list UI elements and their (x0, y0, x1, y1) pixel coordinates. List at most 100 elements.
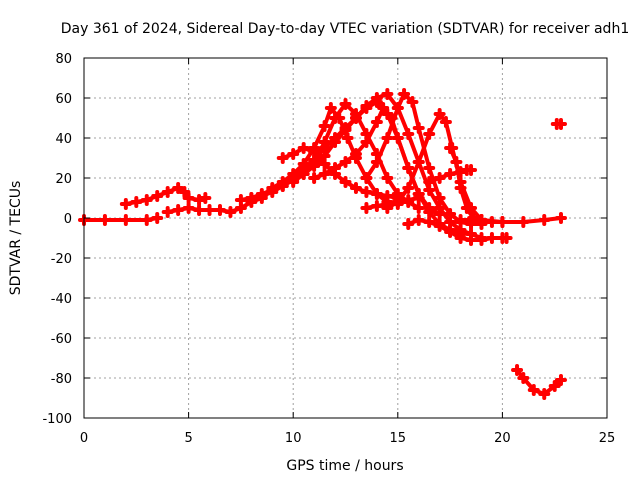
y-tick-label: 40 (55, 132, 72, 147)
data-point (182, 202, 195, 214)
data-point (329, 162, 342, 174)
data-point (349, 182, 362, 194)
data-point (444, 168, 457, 180)
y-tick-label: 0 (64, 212, 72, 227)
data-point (161, 186, 174, 198)
series-layer (78, 88, 567, 400)
y-axis-ticks: -100 -80 -60 -40 -20 0 20 40 60 80 (42, 52, 607, 427)
data-point (349, 108, 362, 120)
data-point (318, 120, 331, 132)
data-point (339, 176, 352, 188)
data-point (460, 202, 473, 214)
data-point (444, 208, 457, 220)
data-point (182, 192, 195, 204)
data-point (423, 176, 436, 188)
plot-frame (83, 57, 608, 419)
data-point (329, 112, 342, 124)
x-axis-label: GPS time / hours (286, 458, 403, 474)
data-point (391, 132, 404, 144)
data-point (485, 232, 498, 244)
data-point (517, 372, 530, 384)
data-point (381, 88, 394, 100)
data-point (360, 172, 373, 184)
data-point (398, 88, 411, 100)
y-tick-label: 80 (55, 52, 72, 67)
data-point (496, 216, 509, 228)
data-point (391, 196, 404, 208)
data-point (98, 214, 111, 226)
data-point (433, 220, 446, 232)
data-point (412, 156, 425, 168)
data-point (548, 380, 561, 392)
x-tick-label: 0 (80, 431, 88, 446)
data-point (511, 364, 524, 376)
x-tick-label: 5 (184, 431, 192, 446)
data-point (450, 156, 463, 168)
data-point (297, 168, 310, 180)
data-point (119, 214, 132, 226)
data-point (329, 136, 342, 148)
data-point (130, 196, 143, 208)
data-point (318, 136, 331, 148)
data-point (360, 100, 373, 112)
data-point (172, 182, 185, 194)
data-point (406, 96, 419, 108)
data-point (360, 202, 373, 214)
data-point (517, 216, 530, 228)
y-tick-label: -100 (42, 412, 72, 427)
data-point (287, 176, 300, 188)
data-point (412, 202, 425, 214)
data-point (423, 128, 436, 140)
data-point (381, 132, 394, 144)
y-tick-label: 20 (55, 172, 72, 187)
data-point (381, 198, 394, 210)
data-point (377, 102, 390, 114)
data-point (178, 186, 191, 198)
data-point (412, 214, 425, 226)
data-point (527, 384, 540, 396)
data-point (381, 172, 394, 184)
data-point (439, 116, 452, 128)
data-point (402, 182, 415, 194)
data-point (433, 208, 446, 220)
data-point (360, 136, 373, 148)
data-point (287, 148, 300, 160)
data-point (402, 128, 415, 140)
y-tick-label: 60 (55, 92, 72, 107)
data-point (308, 156, 321, 168)
data-point (140, 214, 153, 226)
data-point (433, 172, 446, 184)
data-point (465, 234, 478, 246)
data-point (140, 194, 153, 206)
data-point (412, 122, 425, 134)
data-point (172, 204, 185, 216)
data-point (554, 374, 567, 386)
data-point (370, 116, 383, 128)
y-tick-label: -20 (51, 252, 72, 267)
data-point (339, 156, 352, 168)
data-point (412, 192, 425, 204)
data-point (554, 118, 567, 130)
data-point (224, 206, 237, 218)
data-point (276, 152, 289, 164)
data-point (370, 156, 383, 168)
x-tick-label: 10 (285, 431, 302, 446)
data-point (308, 172, 321, 184)
data-point (318, 168, 331, 180)
data-point (454, 232, 467, 244)
data-point (199, 192, 212, 204)
data-point (308, 142, 321, 154)
data-point (423, 202, 436, 214)
series-rise-b (249, 92, 484, 240)
data-point (193, 204, 206, 216)
data-point (538, 214, 551, 226)
y-tick-label: -60 (51, 332, 72, 347)
data-point (255, 190, 268, 202)
data-point (370, 92, 383, 104)
data-point (213, 204, 226, 216)
data-point (324, 102, 337, 114)
grid (84, 58, 607, 418)
data-point (234, 194, 247, 206)
data-point (339, 98, 352, 110)
x-tick-label: 20 (494, 431, 511, 446)
